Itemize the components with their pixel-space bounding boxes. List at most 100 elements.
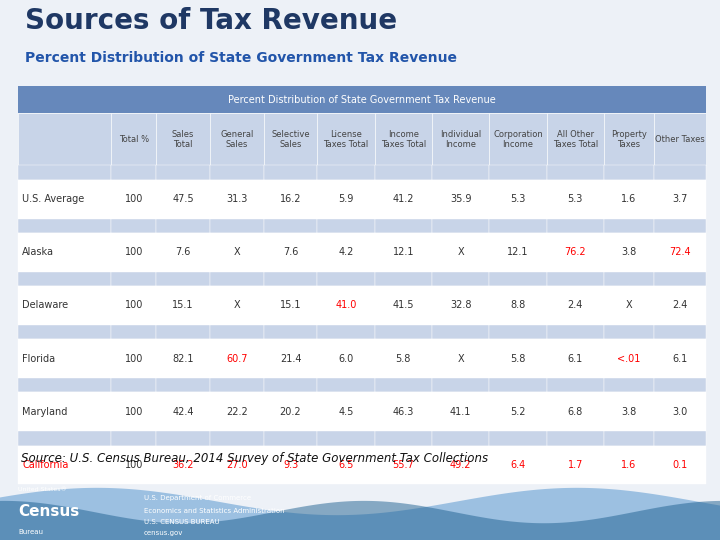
Bar [318, 113, 374, 165]
Bar [156, 325, 210, 339]
Text: 41.5: 41.5 [392, 300, 414, 310]
Text: 42.4: 42.4 [172, 407, 194, 417]
Text: 12.1: 12.1 [392, 247, 414, 257]
Bar [18, 113, 111, 165]
Text: 3.7: 3.7 [672, 194, 688, 204]
Bar [111, 272, 156, 286]
Bar [156, 378, 210, 393]
Text: 1.6: 1.6 [621, 194, 636, 204]
Bar [156, 272, 210, 286]
Bar [210, 378, 264, 393]
Bar [604, 378, 654, 393]
Bar [111, 113, 156, 165]
Text: 16.2: 16.2 [280, 194, 301, 204]
Bar [432, 272, 490, 286]
Text: 5.8: 5.8 [396, 354, 411, 363]
Bar [318, 286, 374, 325]
Text: X: X [233, 300, 240, 310]
Text: 5.3: 5.3 [567, 194, 583, 204]
Text: License
Taxes Total: License Taxes Total [323, 130, 369, 149]
Bar [210, 113, 264, 165]
Bar [490, 393, 546, 431]
Text: 7.6: 7.6 [283, 247, 298, 257]
Text: 1.6: 1.6 [621, 460, 636, 470]
Bar [318, 446, 374, 484]
Text: 6.1: 6.1 [672, 354, 688, 363]
Bar [111, 431, 156, 445]
Text: 5.3: 5.3 [510, 194, 526, 204]
Text: Selective
Sales: Selective Sales [271, 130, 310, 149]
Text: 27.0: 27.0 [226, 460, 248, 470]
Bar [374, 378, 432, 393]
Bar [374, 446, 432, 484]
Bar [604, 219, 654, 233]
Text: 60.7: 60.7 [226, 354, 248, 363]
Bar [546, 446, 604, 484]
Bar [156, 339, 210, 378]
Bar [654, 233, 706, 272]
Bar [111, 378, 156, 393]
Text: 4.2: 4.2 [338, 247, 354, 257]
Bar [210, 286, 264, 325]
Bar [264, 339, 318, 378]
Text: Alaska: Alaska [22, 247, 54, 257]
Bar [604, 393, 654, 431]
Text: Property
Taxes: Property Taxes [611, 130, 647, 149]
Bar [374, 325, 432, 339]
Text: Economics and Statistics Administration: Economics and Statistics Administration [144, 508, 284, 514]
Text: 1.7: 1.7 [567, 460, 583, 470]
Bar [111, 165, 156, 180]
Bar [604, 446, 654, 484]
Text: 2.4: 2.4 [672, 300, 688, 310]
Bar [432, 378, 490, 393]
Bar [264, 393, 318, 431]
Bar [432, 113, 490, 165]
Bar [604, 233, 654, 272]
Text: 35.9: 35.9 [450, 194, 472, 204]
Text: All Other
Taxes Total: All Other Taxes Total [553, 130, 598, 149]
Bar [654, 339, 706, 378]
Text: Individual
Income: Individual Income [440, 130, 481, 149]
Text: Total %: Total % [119, 135, 149, 144]
Text: 55.7: 55.7 [392, 460, 414, 470]
Text: Sources of Tax Revenue: Sources of Tax Revenue [24, 7, 397, 35]
Bar [111, 219, 156, 233]
Text: 7.6: 7.6 [176, 247, 191, 257]
Text: Bureau: Bureau [18, 529, 43, 535]
Bar [210, 431, 264, 445]
Bar [546, 233, 604, 272]
Polygon shape [0, 501, 720, 540]
Bar [18, 446, 111, 484]
Bar [490, 233, 546, 272]
Bar [546, 393, 604, 431]
Polygon shape [0, 488, 720, 540]
Bar [432, 286, 490, 325]
Bar [546, 286, 604, 325]
Bar [18, 378, 111, 393]
Text: 5.2: 5.2 [510, 407, 526, 417]
Bar [210, 165, 264, 180]
Text: 6.8: 6.8 [567, 407, 583, 417]
Bar [374, 233, 432, 272]
Bar [156, 431, 210, 445]
Bar [18, 431, 111, 445]
Text: 31.3: 31.3 [226, 194, 248, 204]
Bar [432, 165, 490, 180]
Bar [490, 446, 546, 484]
Text: 6.5: 6.5 [338, 460, 354, 470]
Bar [374, 393, 432, 431]
Text: U.S. Average: U.S. Average [22, 194, 84, 204]
Bar [432, 446, 490, 484]
Text: 22.2: 22.2 [226, 407, 248, 417]
Bar [432, 393, 490, 431]
Bar [111, 325, 156, 339]
Bar [432, 233, 490, 272]
Bar [490, 378, 546, 393]
Bar [432, 325, 490, 339]
Text: United States®: United States® [18, 487, 67, 492]
Bar [264, 165, 318, 180]
Bar [546, 180, 604, 219]
Bar [18, 272, 111, 286]
Bar [374, 272, 432, 286]
Bar [654, 393, 706, 431]
